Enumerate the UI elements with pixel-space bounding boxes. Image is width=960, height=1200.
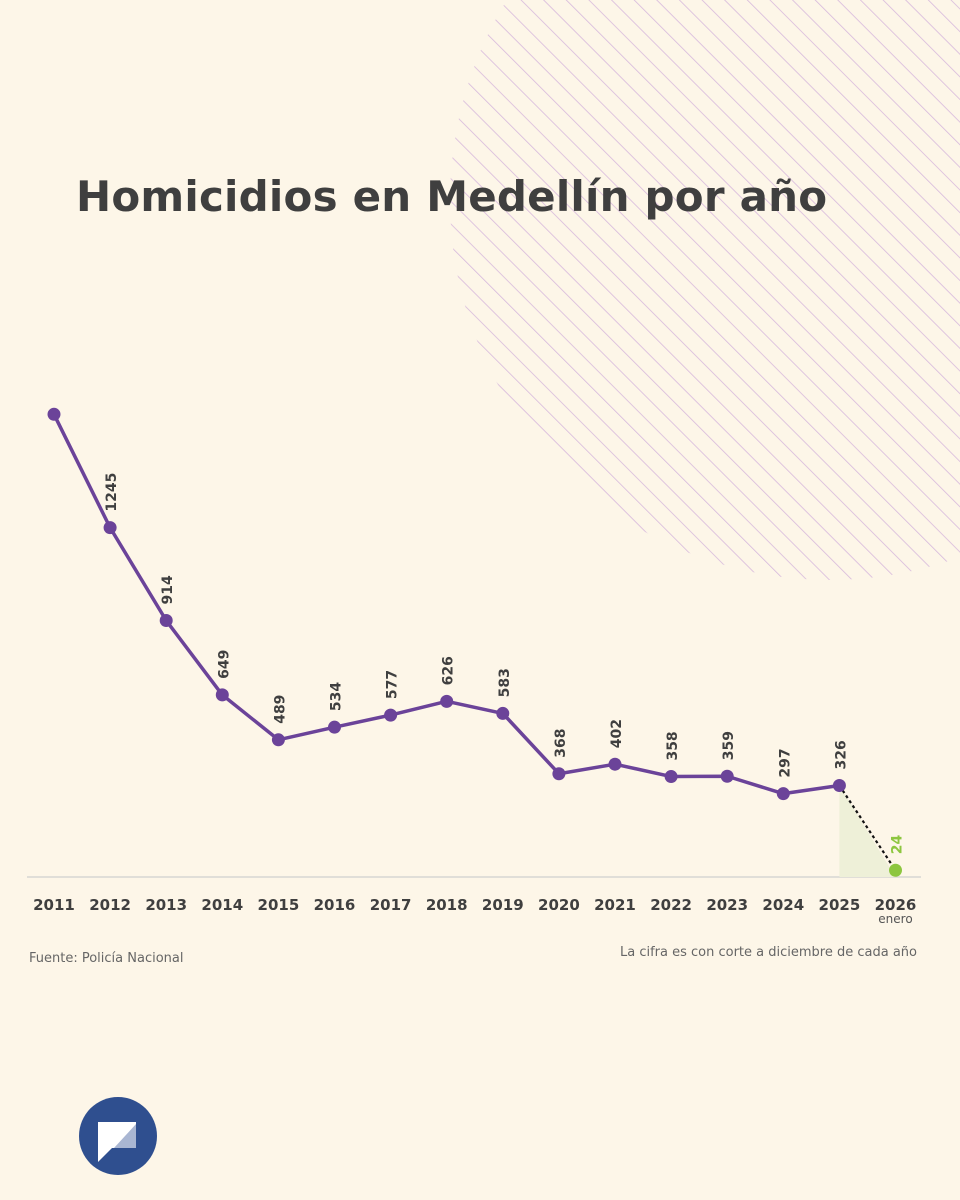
data-point bbox=[720, 769, 734, 783]
x-tick-label: 2015 bbox=[258, 896, 300, 914]
data-label: 24 bbox=[890, 835, 906, 855]
data-label: 577 bbox=[385, 670, 401, 699]
chat-bubble-logo-icon bbox=[79, 1097, 157, 1175]
x-tick-label: 2020 bbox=[538, 896, 580, 914]
data-label: 326 bbox=[833, 740, 849, 769]
data-label: 358 bbox=[665, 731, 681, 760]
chart-title: Homicidios en Medellín por año bbox=[76, 172, 828, 221]
data-label: 626 bbox=[441, 656, 457, 685]
x-tick-label: 2021 bbox=[594, 896, 636, 914]
data-point bbox=[384, 708, 398, 722]
x-tick-label: 2011 bbox=[33, 896, 75, 914]
cutoff-note: La cifra es con corte a diciembre de cad… bbox=[619, 945, 917, 960]
x-tick-label: 2019 bbox=[482, 896, 524, 914]
x-tick-label: 2016 bbox=[314, 896, 356, 914]
data-point bbox=[664, 770, 678, 784]
data-point bbox=[552, 767, 566, 781]
x-tick-label: 2012 bbox=[89, 896, 131, 914]
data-point bbox=[215, 688, 229, 702]
data-point bbox=[608, 757, 622, 771]
source-note: Fuente: Policía Nacional bbox=[29, 951, 184, 966]
data-point bbox=[271, 733, 285, 747]
data-point bbox=[47, 407, 61, 421]
data-label: 534 bbox=[329, 682, 345, 711]
data-label: 1245 bbox=[104, 473, 120, 512]
x-tick-label: 2026 bbox=[875, 896, 917, 914]
partial-period-dotted-line bbox=[838, 784, 897, 871]
x-tick-label: 2023 bbox=[706, 896, 748, 914]
data-point bbox=[889, 863, 902, 877]
x-tick-label: 2013 bbox=[145, 896, 187, 914]
data-point bbox=[328, 720, 341, 734]
data-label: 402 bbox=[609, 719, 625, 748]
data-label: 914 bbox=[160, 575, 176, 604]
x-tick-label: 2024 bbox=[762, 896, 804, 914]
data-label: 368 bbox=[553, 729, 569, 758]
data-label: 649 bbox=[216, 650, 232, 679]
data-label: 489 bbox=[272, 695, 288, 724]
data-point bbox=[159, 614, 173, 628]
x-tick-label: 2017 bbox=[370, 896, 412, 914]
data-point bbox=[440, 694, 454, 708]
data-point bbox=[832, 779, 846, 793]
x-tick-label: 2014 bbox=[201, 896, 243, 914]
data-point bbox=[496, 706, 510, 720]
data-point bbox=[776, 787, 790, 801]
partial-period-shade bbox=[839, 785, 896, 877]
data-point bbox=[103, 521, 117, 535]
x-tick-sublabel: enero bbox=[878, 912, 912, 926]
x-tick-label: 2022 bbox=[650, 896, 692, 914]
data-label: 359 bbox=[721, 731, 737, 760]
data-label: 583 bbox=[497, 668, 513, 697]
x-tick-label: 2018 bbox=[426, 896, 468, 914]
data-label: 297 bbox=[777, 748, 793, 777]
x-tick-label: 2025 bbox=[819, 896, 861, 914]
